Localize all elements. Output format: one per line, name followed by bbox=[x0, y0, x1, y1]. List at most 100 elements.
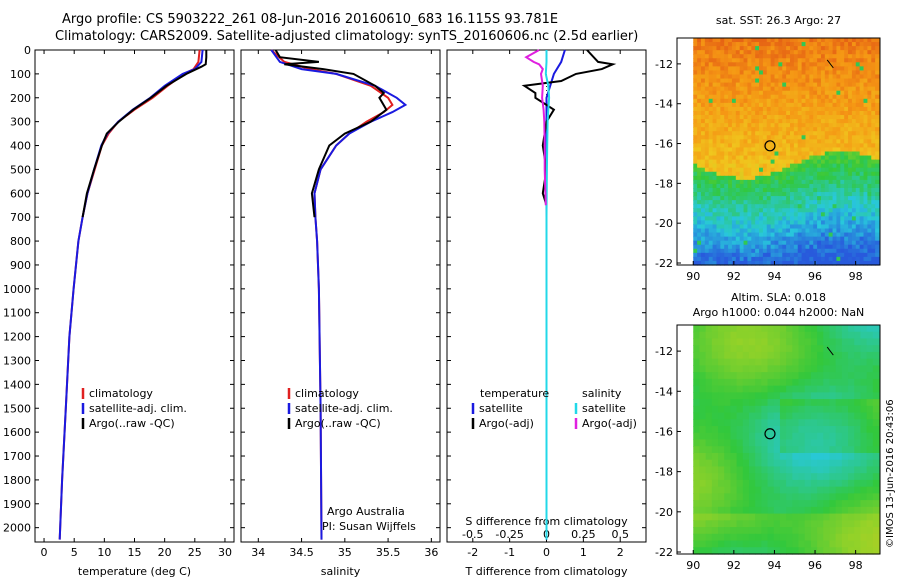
heatmap-cell bbox=[766, 46, 772, 51]
heatmap-cell bbox=[848, 493, 855, 501]
heatmap-cell bbox=[871, 167, 876, 173]
heatmap-cell bbox=[739, 62, 745, 67]
heatmap-cell bbox=[782, 224, 787, 230]
heatmap-cell bbox=[766, 248, 772, 254]
heatmap-cell bbox=[844, 42, 849, 47]
heatmap-cell bbox=[779, 325, 787, 333]
heatmap-cell bbox=[823, 473, 831, 481]
heatmap-cell bbox=[782, 94, 787, 100]
heatmap-cell bbox=[789, 82, 795, 88]
heatmap-cell bbox=[828, 179, 834, 185]
heatmap-cell bbox=[731, 151, 737, 157]
heatmap-cell bbox=[743, 70, 749, 76]
heatmap-cell bbox=[699, 392, 707, 400]
heatmap-cell bbox=[761, 466, 769, 474]
heatmap-cell bbox=[832, 50, 838, 55]
heatmap-cell bbox=[824, 139, 830, 144]
heatmap-cell bbox=[820, 236, 826, 242]
heatmap-cell bbox=[724, 167, 729, 173]
heatmap-cell bbox=[755, 479, 762, 488]
heatmap-cell bbox=[793, 224, 799, 230]
heatmap-cell bbox=[792, 473, 800, 481]
heatmap-cell bbox=[718, 547, 725, 555]
heatmap-cell bbox=[824, 78, 830, 84]
heatmap-cell bbox=[810, 325, 818, 333]
heatmap-cell bbox=[792, 338, 800, 346]
heatmap-cell bbox=[724, 46, 729, 51]
heatmap-cell bbox=[712, 46, 718, 51]
heatmap-cell bbox=[786, 131, 791, 136]
heatmap-cell bbox=[851, 46, 857, 51]
figure-title-line1: Argo profile: CS 5903222_261 08-Jun-2016… bbox=[62, 12, 559, 27]
heatmap-cell bbox=[767, 446, 775, 454]
heatmap-cell bbox=[859, 90, 865, 96]
heatmap-cell bbox=[792, 479, 800, 488]
heatmap-cell bbox=[836, 102, 841, 108]
y-tick-label: 1200 bbox=[3, 331, 31, 344]
heatmap-cell bbox=[854, 419, 862, 427]
heatmap-cell bbox=[693, 432, 701, 441]
heatmap-cell bbox=[848, 159, 853, 165]
heatmap-cell bbox=[736, 378, 744, 387]
heatmap-cell bbox=[851, 82, 857, 88]
heatmap-cell bbox=[755, 143, 760, 149]
heatmap-cell bbox=[705, 500, 713, 508]
heatmap-cell bbox=[712, 143, 718, 149]
heatmap-cell bbox=[871, 236, 876, 242]
heatmap-cell bbox=[786, 62, 791, 67]
heatmap-cell bbox=[716, 171, 721, 177]
heatmap-cell bbox=[774, 42, 779, 47]
heatmap-cell bbox=[860, 466, 868, 474]
heatmap-cell bbox=[699, 486, 707, 494]
heatmap-cell bbox=[820, 115, 826, 120]
heatmap-cell bbox=[762, 151, 768, 157]
heatmap-cell bbox=[700, 248, 706, 254]
heatmap-cell bbox=[742, 520, 750, 528]
heatmap-cell bbox=[724, 86, 729, 92]
heatmap-cell bbox=[813, 94, 818, 100]
heatmap-cell bbox=[786, 175, 791, 181]
heatmap-cell bbox=[793, 179, 799, 185]
heatmap-cell bbox=[766, 171, 772, 177]
heatmap-cell bbox=[844, 159, 849, 165]
heatmap-cell bbox=[805, 260, 810, 266]
heatmap-cell bbox=[805, 135, 810, 140]
heatmap-cell bbox=[844, 212, 849, 217]
heatmap-cell bbox=[832, 135, 838, 140]
heatmap-cell bbox=[809, 240, 814, 246]
heatmap-cell bbox=[789, 175, 795, 181]
heatmap-cell bbox=[797, 131, 803, 136]
heatmap-cell bbox=[755, 236, 760, 242]
heatmap-cell bbox=[782, 252, 787, 258]
heatmap-cell bbox=[840, 115, 845, 120]
heatmap-cell bbox=[762, 163, 768, 169]
heatmap-cell bbox=[840, 54, 845, 59]
heatmap-cell bbox=[792, 513, 800, 521]
heatmap-cell bbox=[797, 196, 803, 201]
heatmap-cell bbox=[755, 446, 762, 454]
heatmap-cell bbox=[743, 123, 749, 128]
heatmap-cell bbox=[828, 46, 834, 51]
heatmap-cell bbox=[855, 143, 861, 149]
heatmap-cell bbox=[712, 90, 718, 96]
heatmap-cell bbox=[773, 486, 781, 494]
heatmap-cell bbox=[766, 179, 772, 185]
heatmap-cell bbox=[793, 252, 799, 258]
heatmap-cell bbox=[743, 119, 749, 124]
heatmap-cell bbox=[708, 115, 714, 120]
heatmap-cell bbox=[700, 252, 706, 258]
heatmap-cell bbox=[742, 533, 750, 542]
heatmap-cell bbox=[720, 236, 725, 242]
heatmap-cell bbox=[875, 127, 880, 132]
heatmap-cell bbox=[871, 159, 876, 165]
heatmap-cell bbox=[867, 192, 872, 197]
heatmap-cell bbox=[844, 50, 849, 55]
heatmap-cell bbox=[871, 94, 876, 100]
heatmap-cell bbox=[789, 151, 795, 157]
heatmap-cell bbox=[782, 159, 787, 165]
heatmap-cell bbox=[793, 123, 799, 128]
heatmap-cell bbox=[863, 196, 868, 201]
heatmap-cell bbox=[867, 143, 872, 149]
heatmap-cell bbox=[828, 139, 834, 144]
heatmap-cell bbox=[817, 90, 822, 96]
